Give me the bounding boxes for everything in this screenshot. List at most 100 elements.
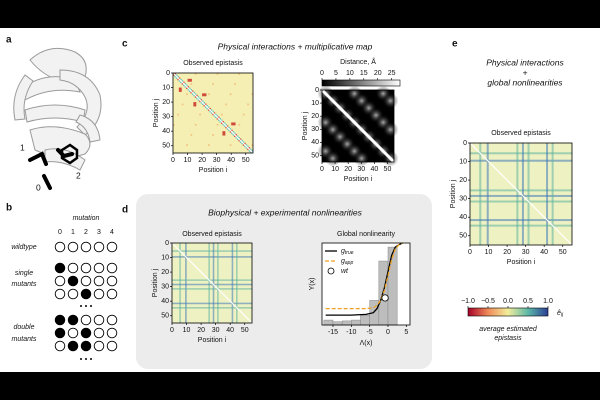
histogram-bar <box>332 321 343 326</box>
heatmap-cell <box>173 123 175 126</box>
heatmap-cell <box>177 75 179 78</box>
heatmap-cell <box>213 112 216 114</box>
y-tick-label: 30 <box>162 113 170 120</box>
colorbar-tick-label: 0.0 <box>503 298 513 305</box>
heatmap-diagonal <box>320 88 396 164</box>
heatmap-cell <box>202 100 204 103</box>
heatmap-cell <box>181 83 184 85</box>
heatmap-cell <box>222 121 224 123</box>
heatmap-cell <box>199 113 201 116</box>
heatmap-cell <box>215 113 217 116</box>
x-tick-label: 50 <box>559 249 567 256</box>
heatmap-stripe <box>470 152 572 155</box>
x-tick-label: 20 <box>344 166 352 173</box>
heatmap-cell <box>234 83 236 85</box>
panel-title: Biophysical + experimental nonlinearitie… <box>208 207 363 217</box>
x-tick-label: 30 <box>213 157 221 164</box>
panel-label: a <box>6 35 12 46</box>
heatmap-cell <box>210 112 213 114</box>
heatmap-cell <box>229 144 232 147</box>
heatmap-cell <box>178 87 182 92</box>
heatmap-cell <box>216 73 219 75</box>
subscript: app <box>345 260 354 266</box>
y-tick-label: 40 <box>161 298 169 305</box>
symbol: ê <box>557 310 561 317</box>
x-tick-label: 20 <box>197 327 205 334</box>
heatmap-stripe <box>551 143 554 245</box>
heatmap-blob <box>382 121 399 138</box>
heatmap-cell <box>186 87 188 89</box>
mutation-site <box>67 340 79 352</box>
heatmap-cell <box>194 123 197 126</box>
heatmap-cell <box>222 123 224 126</box>
heatmap-cell <box>194 96 197 98</box>
sub-label: gtrue <box>341 248 354 256</box>
y-tick-label: 10 <box>162 84 170 91</box>
x-axis-label: Λ(x) <box>360 340 373 347</box>
heatmap-cell <box>248 147 251 149</box>
heatmap-stripe <box>470 159 572 162</box>
heatmap-stripe <box>172 302 252 305</box>
heatmap-cell <box>226 125 229 127</box>
mutation-site <box>80 327 92 339</box>
mutation-site <box>80 262 92 274</box>
heatmap-cell <box>203 105 205 107</box>
heatmap-cell <box>250 148 252 151</box>
x-axis-label: Position i <box>199 167 228 174</box>
heatmap-cell <box>178 80 181 82</box>
y-tick-label: 50 <box>162 143 170 150</box>
y-tick-label: 40 <box>459 214 467 221</box>
residue-label: 1 <box>20 142 25 152</box>
heatmap-cell <box>223 122 226 124</box>
heatmap-cell <box>212 110 214 113</box>
residue-sticks <box>28 143 79 190</box>
heatmap-cell <box>222 131 226 136</box>
mutation-site <box>80 288 92 300</box>
mutation-title: mutation <box>73 215 100 222</box>
y-tick-label: 10 <box>459 158 467 165</box>
heatmap-cell <box>180 78 182 81</box>
mutation-site <box>106 262 118 274</box>
heatmap-cell <box>215 116 217 119</box>
heatmap-diagonal <box>171 242 253 324</box>
histogram-bar <box>360 314 370 326</box>
x-tick-label: 40 <box>226 327 234 334</box>
x-tick-label: -15 <box>328 329 338 336</box>
heatmap-cell <box>174 75 176 78</box>
symbol: g <box>341 248 345 255</box>
mutation-site <box>106 288 118 300</box>
y-axis-label: Position j <box>302 111 309 140</box>
heatmap-cell <box>235 134 237 136</box>
heatmap-cell <box>187 89 189 91</box>
x-tick-label: 30 <box>522 249 530 256</box>
x-tick-label: 5 <box>404 329 408 336</box>
colorbar-tick-label: −0.5 <box>481 298 495 305</box>
panel-label: c <box>122 39 128 50</box>
heatmap-cell <box>173 74 175 76</box>
mutation-site <box>54 340 66 352</box>
mutation-site <box>93 340 105 352</box>
mutation-site <box>106 314 118 326</box>
heatmap-cell <box>229 128 232 130</box>
panel-label: d <box>122 205 128 216</box>
heatmap-cell <box>178 77 181 79</box>
x-tick-label: 40 <box>540 249 548 256</box>
heatmap-stripe <box>231 243 234 323</box>
heatmap-cell <box>187 78 192 82</box>
heatmap-cell <box>190 134 193 136</box>
x-tick-label: 0 <box>386 329 390 336</box>
heatmap-cell <box>241 142 243 145</box>
x-tick-label: 0 <box>320 166 324 173</box>
x-tick-label: 10 <box>331 166 339 173</box>
heatmap-cell <box>200 102 203 104</box>
heatmap-cell <box>250 151 252 153</box>
x-tick-label: 30 <box>357 166 365 173</box>
mutation-site <box>106 241 118 253</box>
heatmap-cell <box>187 86 189 88</box>
heatmap-diagonal <box>469 142 573 246</box>
top-bar <box>0 0 600 28</box>
x-tick-label: 10 <box>183 327 191 334</box>
row-label: mutants <box>12 281 37 288</box>
colorbar-tick-label: −1.0 <box>461 298 475 305</box>
x-tick-label: 20 <box>198 157 206 164</box>
